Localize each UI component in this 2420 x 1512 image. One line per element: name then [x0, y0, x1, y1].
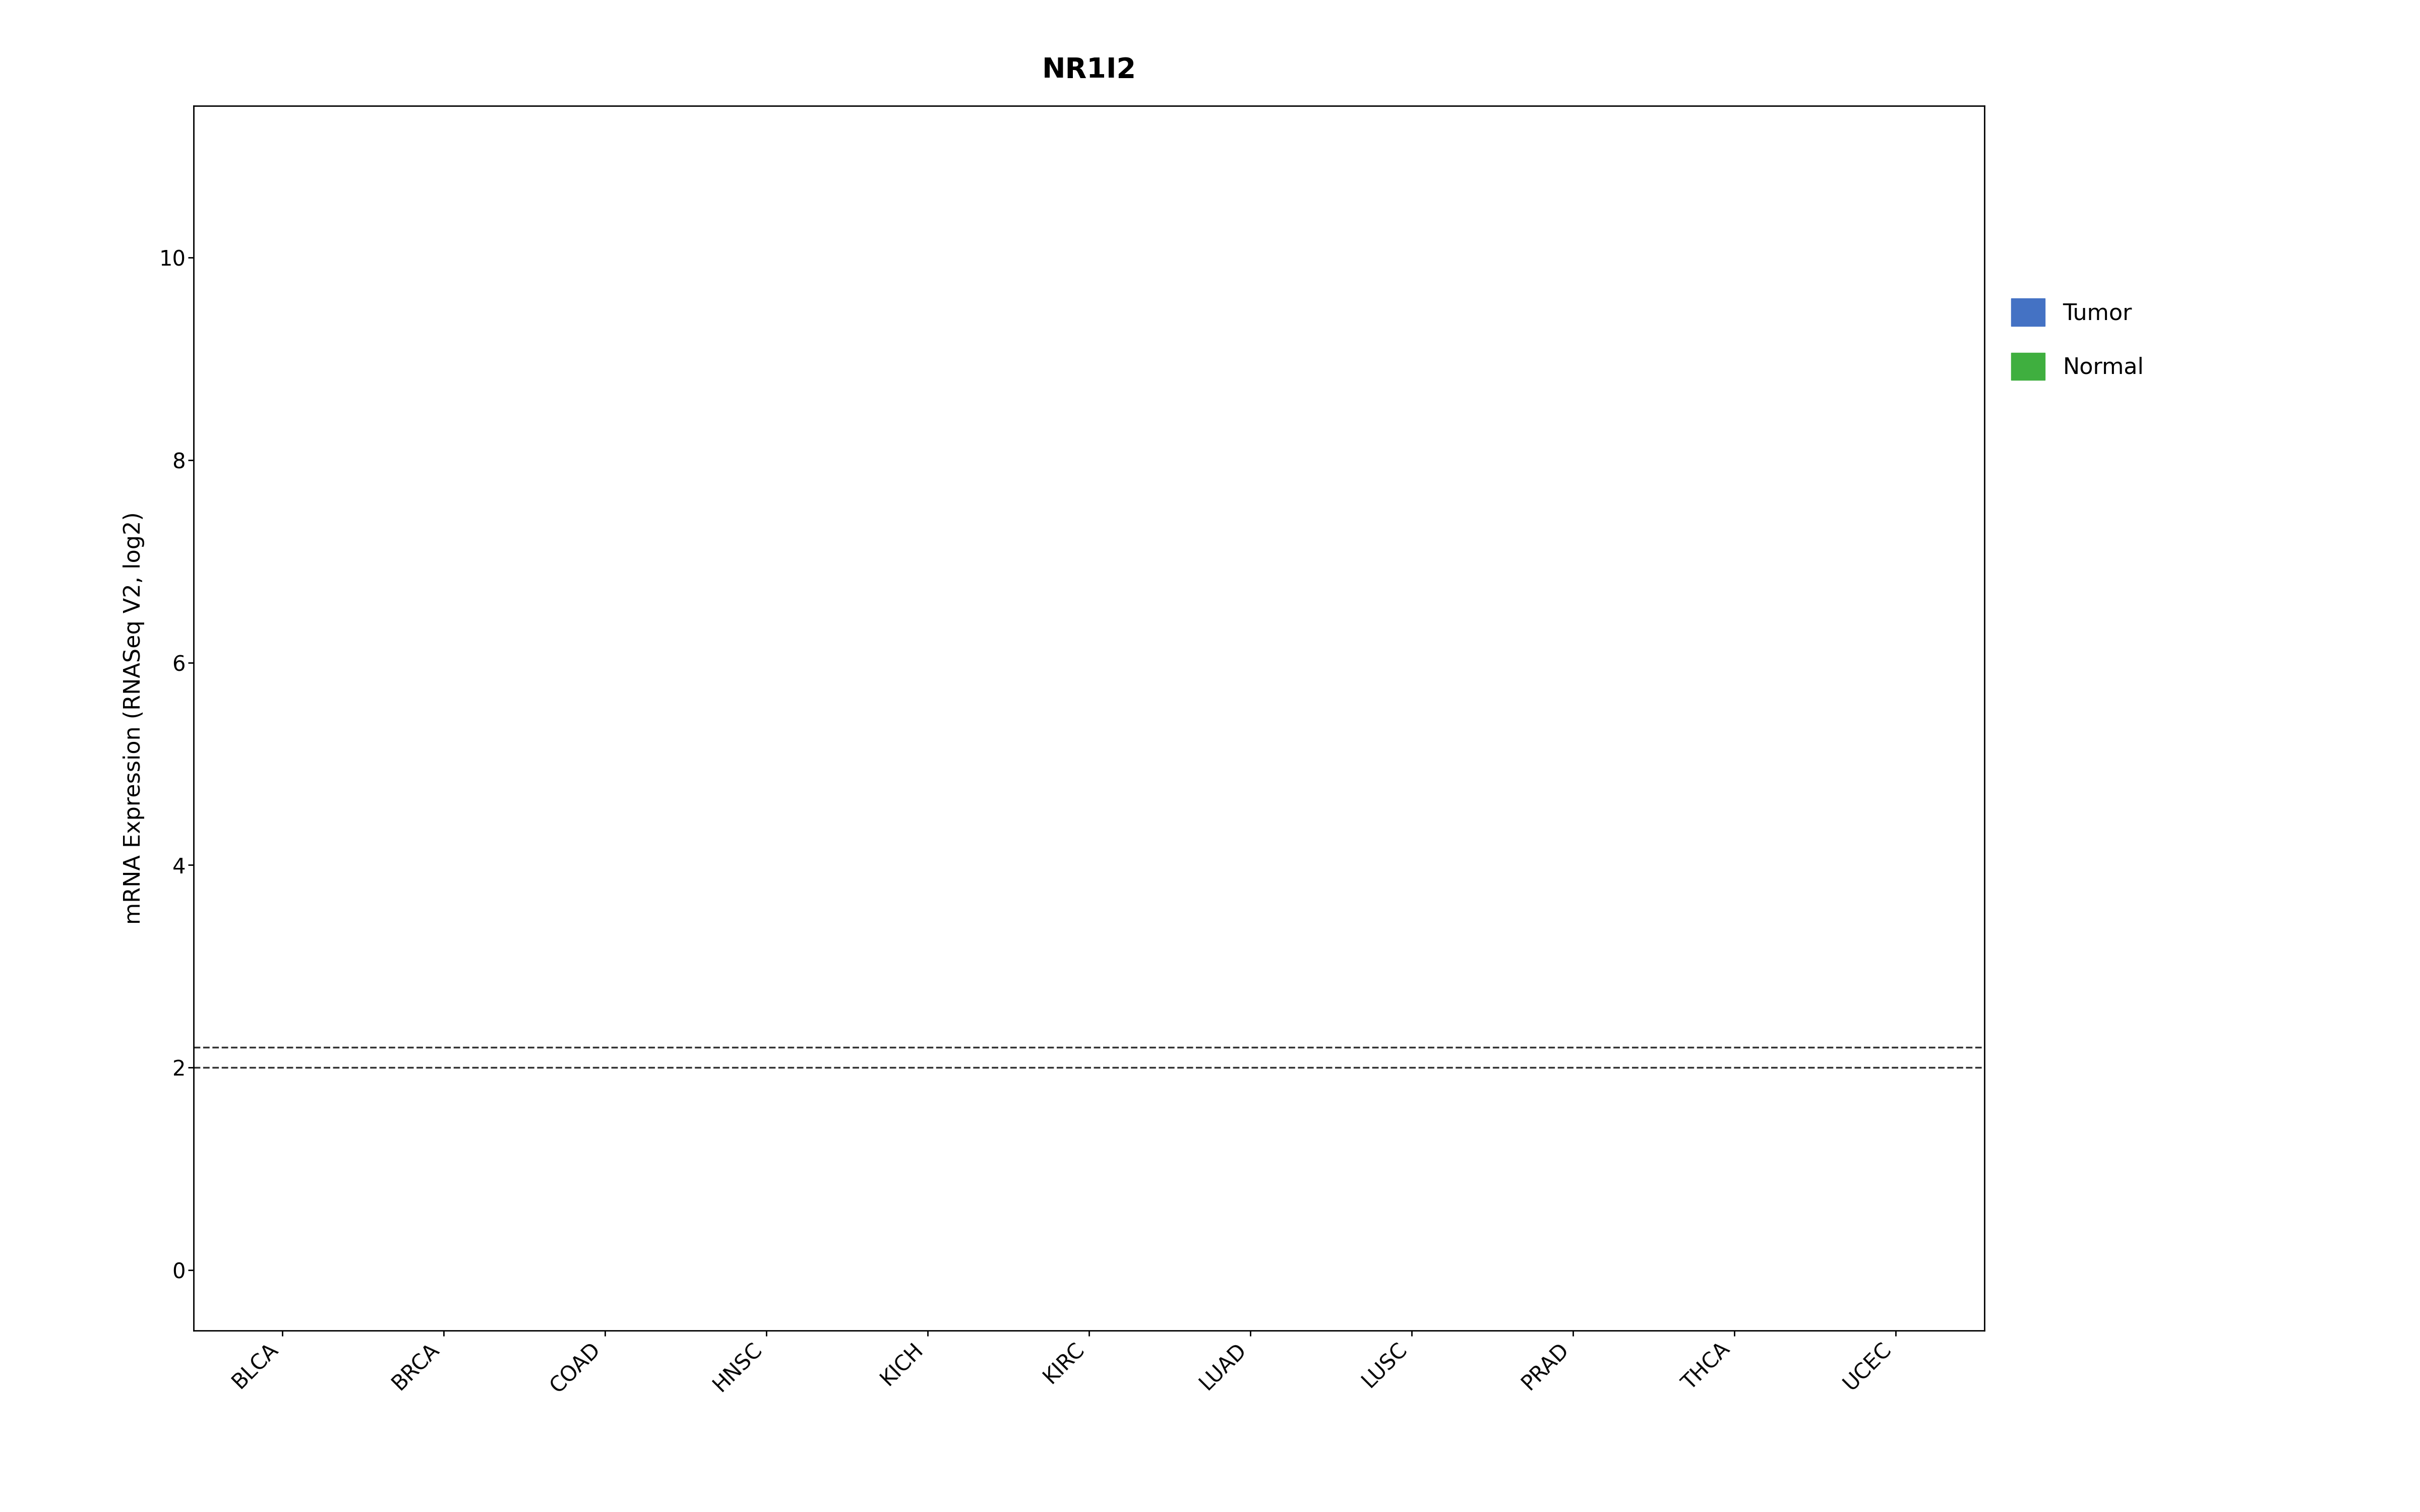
Legend: Tumor, Normal: Tumor, Normal — [2001, 290, 2154, 389]
Y-axis label: mRNA Expression (RNASeq V2, log2): mRNA Expression (RNASeq V2, log2) — [123, 513, 145, 924]
Title: NR1I2: NR1I2 — [1043, 56, 1135, 83]
